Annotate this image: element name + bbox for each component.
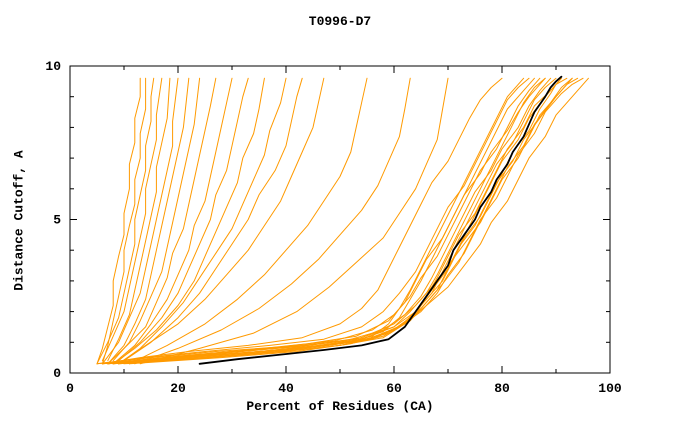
svg-text:0: 0 (53, 366, 61, 381)
svg-text:100: 100 (598, 381, 622, 396)
chart-title: T0996-D7 (308, 14, 372, 29)
svg-text:40: 40 (278, 381, 294, 396)
svg-text:10: 10 (45, 59, 61, 74)
svg-text:0: 0 (66, 381, 74, 396)
svg-text:5: 5 (53, 213, 61, 228)
x-axis-label: Percent of Residues (CA) (246, 399, 434, 414)
svg-text:80: 80 (494, 381, 510, 396)
svg-text:60: 60 (386, 381, 402, 396)
svg-text:20: 20 (170, 381, 186, 396)
y-axis-label: Distance Cutoff, A (11, 150, 27, 291)
